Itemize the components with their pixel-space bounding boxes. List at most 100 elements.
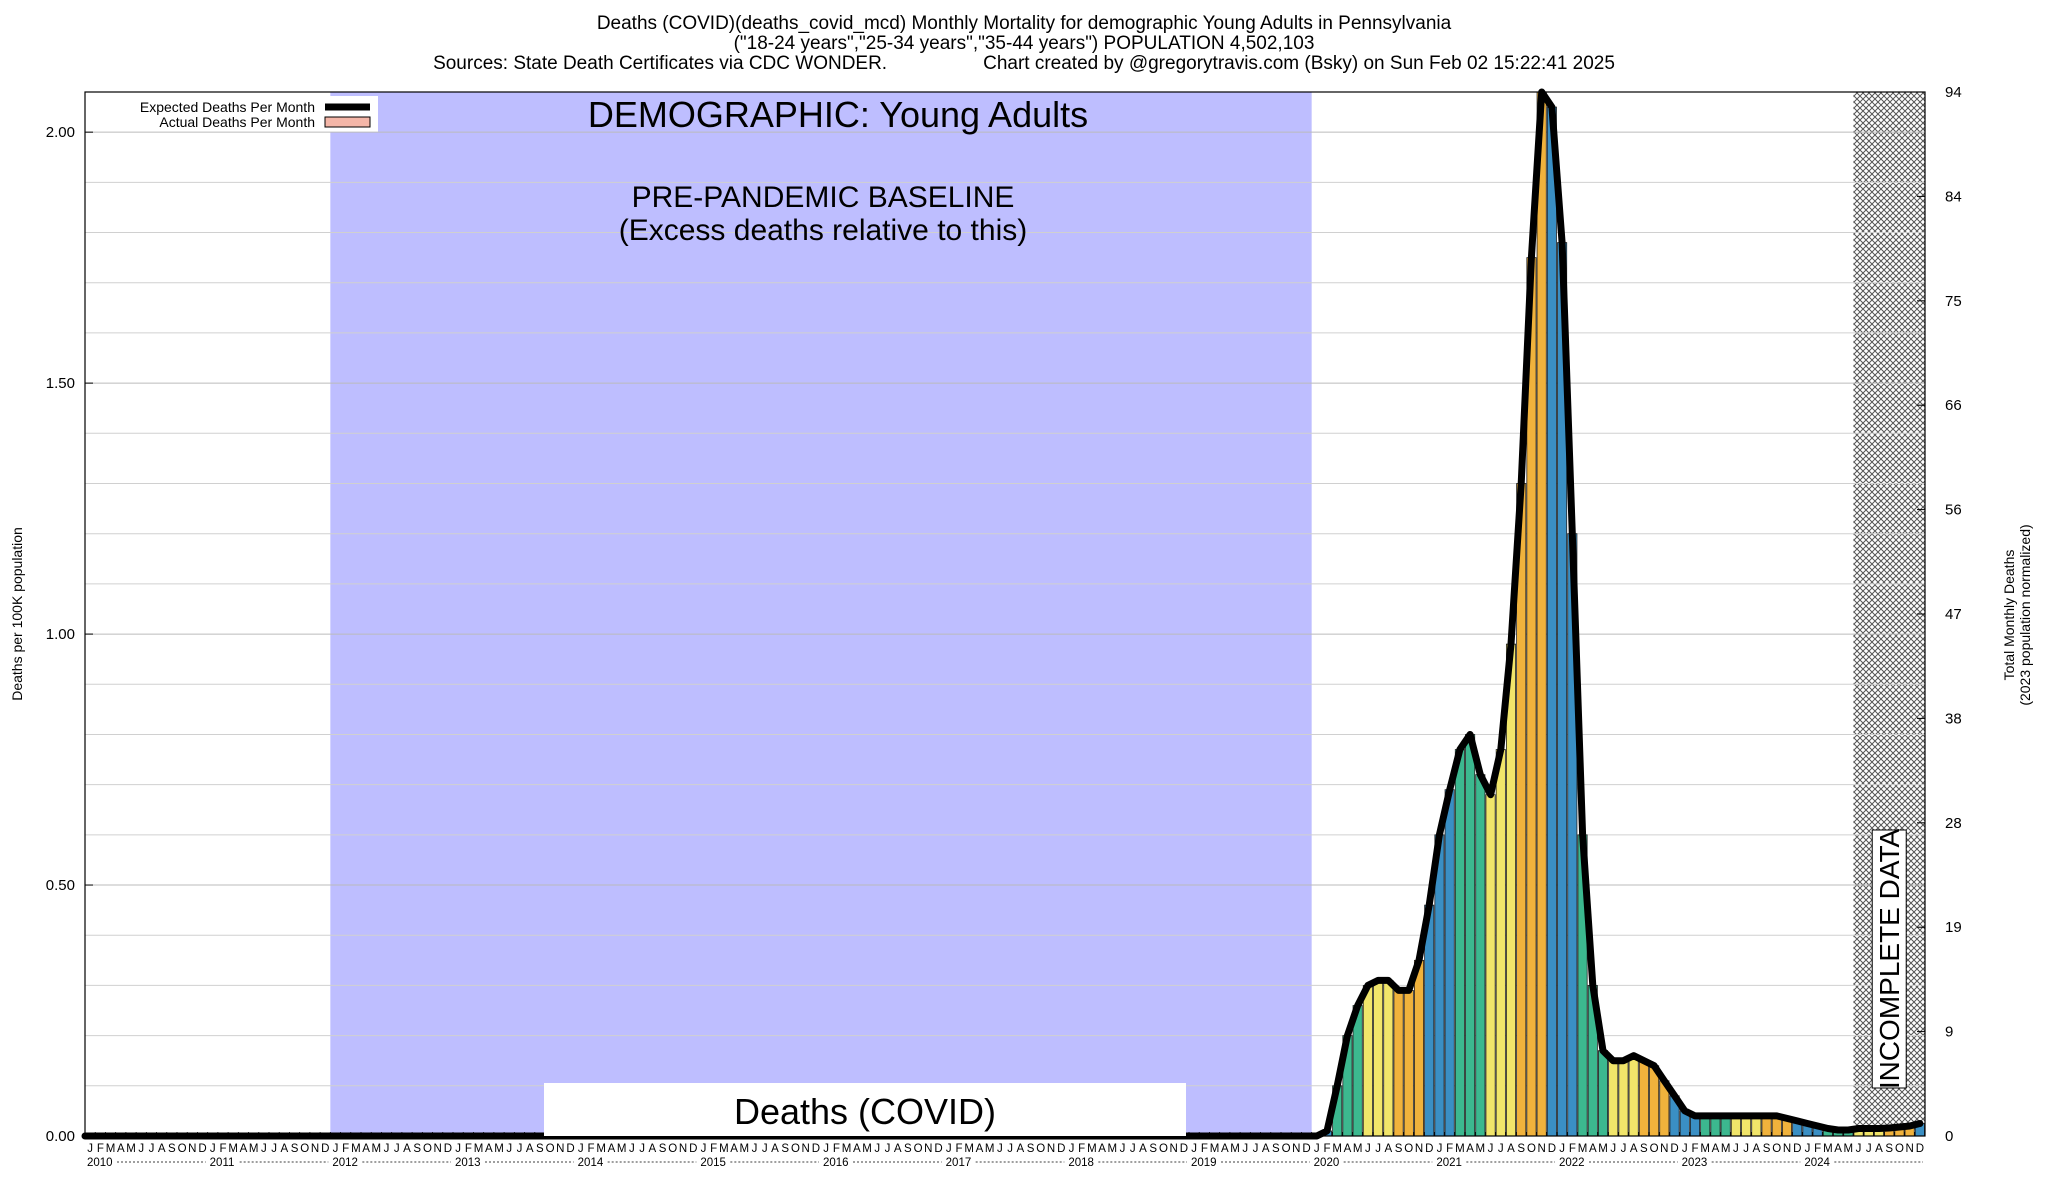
x-month-label: N: [556, 1143, 564, 1155]
x-month-label: J: [1130, 1143, 1136, 1155]
x-month-label: M: [842, 1143, 852, 1155]
x-month-label: S: [291, 1143, 299, 1155]
x-month-label: A: [853, 1143, 861, 1155]
x-month-label: O: [423, 1143, 432, 1155]
x-month-label: A: [485, 1143, 493, 1155]
legend-label: Actual Deaths Per Month: [159, 114, 315, 130]
x-month-label: O: [1159, 1143, 1168, 1155]
y-tick-label: 1.00: [46, 626, 75, 643]
x-month-label: D: [1916, 1143, 1924, 1155]
x-month-label: M: [1353, 1143, 1363, 1155]
bar: [1638, 1060, 1649, 1137]
x-month-label: A: [158, 1143, 166, 1155]
x-month-label: D: [566, 1143, 574, 1155]
x-month-label: N: [1292, 1143, 1300, 1155]
x-month-label: A: [1834, 1143, 1842, 1155]
x-month-label: M: [1455, 1143, 1465, 1155]
x-month-label: A: [894, 1143, 902, 1155]
y2-tick-label: 75: [1945, 293, 1962, 310]
y2-tick-label: 94: [1945, 84, 1962, 101]
x-month-label: J: [1498, 1143, 1504, 1155]
x-month-label: J: [874, 1143, 880, 1155]
x-month-label: J: [701, 1143, 707, 1155]
bar: [1373, 980, 1384, 1137]
x-month-label: J: [1559, 1143, 1565, 1155]
x-month-label: M: [126, 1143, 136, 1155]
x-month-label: J: [1733, 1143, 1739, 1155]
bar: [1465, 734, 1476, 1137]
x-month-label: J: [455, 1143, 461, 1155]
x-month-label: N: [1415, 1143, 1423, 1155]
bar: [1393, 990, 1404, 1137]
x-month-label: J: [506, 1143, 512, 1155]
x-month-label: M: [985, 1143, 995, 1155]
x-month-label: M: [249, 1143, 259, 1155]
x-month-label: F: [1078, 1143, 1085, 1155]
x-month-label: N: [311, 1143, 319, 1155]
x-month-label: J: [629, 1143, 635, 1155]
x-year-label: 2014: [578, 1157, 604, 1169]
x-month-label: S: [904, 1143, 912, 1155]
x-month-label: S: [1149, 1143, 1157, 1155]
x-year-label: 2022: [1559, 1157, 1585, 1169]
x-month-label: J: [1120, 1143, 1126, 1155]
x-month-label: M: [1476, 1143, 1486, 1155]
x-year-label: 2023: [1682, 1157, 1708, 1169]
x-month-label: M: [964, 1143, 974, 1155]
chart-sources-line: Sources: State Death Certificates via CD…: [0, 54, 2048, 74]
incomplete-label-box: [1871, 829, 1907, 1089]
x-month-label: M: [1332, 1143, 1342, 1155]
bar: [1454, 749, 1465, 1137]
x-month-label: S: [1885, 1143, 1893, 1155]
x-month-label: F: [1446, 1143, 1453, 1155]
incomplete-data-label: INCOMPLETE DATA: [1874, 829, 1905, 1090]
x-month-label: O: [1282, 1143, 1291, 1155]
x-month-label: J: [1314, 1143, 1320, 1155]
x-month-label: F: [955, 1143, 962, 1155]
x-month-label: S: [1517, 1143, 1525, 1155]
x-year-label: 2016: [823, 1157, 849, 1169]
x-month-label: F: [97, 1143, 104, 1155]
y-tick-label: 0.00: [46, 1128, 75, 1145]
x-month-label: N: [434, 1143, 442, 1155]
bar: [1444, 789, 1455, 1137]
x-month-label: M: [617, 1143, 627, 1155]
x-month-label: F: [587, 1143, 594, 1155]
x-month-label: J: [384, 1143, 390, 1155]
bar: [1362, 985, 1373, 1137]
x-month-label: N: [1047, 1143, 1055, 1155]
x-month-label: O: [300, 1143, 309, 1155]
bar: [1475, 774, 1486, 1137]
chart-title: Deaths (COVID)(deaths_covid_mcd) Monthly…: [596, 13, 1452, 34]
x-year-label: 2010: [87, 1157, 113, 1169]
x-month-label: S: [1027, 1143, 1035, 1155]
x-month-label: D: [1793, 1143, 1801, 1155]
y-axis-label: Deaths per 100K population: [9, 527, 25, 701]
x-month-label: S: [1395, 1143, 1403, 1155]
x-month-label: J: [1805, 1143, 1811, 1155]
x-month-label: F: [1814, 1143, 1821, 1155]
legend-swatch: [324, 116, 371, 128]
bar: [1536, 91, 1547, 1137]
x-month-label: M: [1578, 1143, 1588, 1155]
chart-credit: Chart created by @gregorytravis.com (Bsk…: [983, 53, 1615, 74]
x-month-label: A: [1221, 1143, 1229, 1155]
x-month-label: J: [87, 1143, 93, 1155]
x-month-label: J: [1007, 1143, 1013, 1155]
x-month-label: F: [710, 1143, 717, 1155]
x-month-label: S: [1763, 1143, 1771, 1155]
bar: [1618, 1060, 1629, 1137]
x-month-label: M: [1598, 1143, 1608, 1155]
x-month-label: M: [740, 1143, 750, 1155]
x-month-label: A: [1466, 1143, 1474, 1155]
x-month-label: O: [914, 1143, 923, 1155]
y2-tick-label: 28: [1945, 815, 1962, 832]
x-month-label: A: [608, 1143, 616, 1155]
x-month-label: S: [1640, 1143, 1648, 1155]
x-month-label: J: [1375, 1143, 1381, 1155]
y2-axis-label-line1: Total Monthly Deaths: [2001, 550, 2017, 681]
x-year-label: 2018: [1068, 1157, 1094, 1169]
bar: [1546, 106, 1557, 1137]
x-month-label: J: [333, 1143, 339, 1155]
